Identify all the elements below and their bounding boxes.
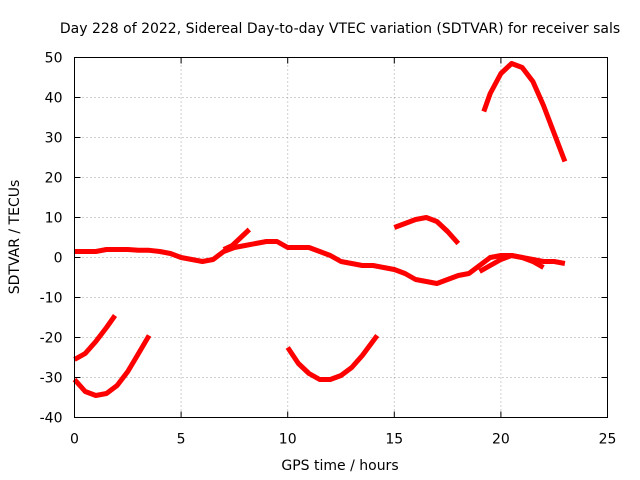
y-tick-label: 10 (45, 211, 63, 227)
x-tick-label: 0 (70, 432, 79, 448)
x-tick-label: 5 (177, 432, 186, 448)
x-tick-label: 20 (492, 432, 510, 448)
x-tick-label: 15 (385, 432, 403, 448)
x-tick-labels: 0 5 10 15 20 25 (70, 432, 616, 448)
y-tick-label: 40 (45, 91, 63, 107)
plot-frame (74, 57, 608, 418)
y-tick-label: 20 (45, 171, 63, 187)
y-tick-label: 50 (45, 51, 63, 67)
series-line-arc-15h (393, 215, 461, 246)
series-line-branch-late-evening (478, 253, 545, 274)
y-axis-label: SDTVAR / TECUs (7, 180, 23, 295)
grid (74, 57, 608, 418)
y-tick-label: -30 (40, 371, 63, 387)
y-tick-label: -20 (40, 331, 63, 347)
ticks (74, 57, 608, 418)
chart-title: Day 228 of 2022, Sidereal Day-to-day VTE… (60, 21, 620, 37)
x-tick-label: 25 (599, 432, 617, 448)
series-line-arc-0h-upper (73, 314, 118, 362)
series-group (72, 61, 568, 398)
series-line-arc-0h-lower (72, 334, 152, 398)
x-axis-label: GPS time / hours (281, 458, 398, 474)
series-line-spike-near-8h (222, 227, 252, 252)
y-tick-label: -40 (40, 411, 63, 427)
y-tick-label: -10 (40, 291, 63, 307)
y-tick-label: 30 (45, 131, 63, 147)
series-line-arc-19h (481, 61, 568, 163)
y-tick-labels: -40 -30 -20 -10 0 10 20 30 40 50 (40, 51, 63, 427)
x-tick-label: 10 (279, 432, 297, 448)
y-tick-label: 0 (54, 251, 63, 267)
series-line-main-band (74, 239, 566, 286)
series-line-arc-10h (285, 334, 380, 382)
